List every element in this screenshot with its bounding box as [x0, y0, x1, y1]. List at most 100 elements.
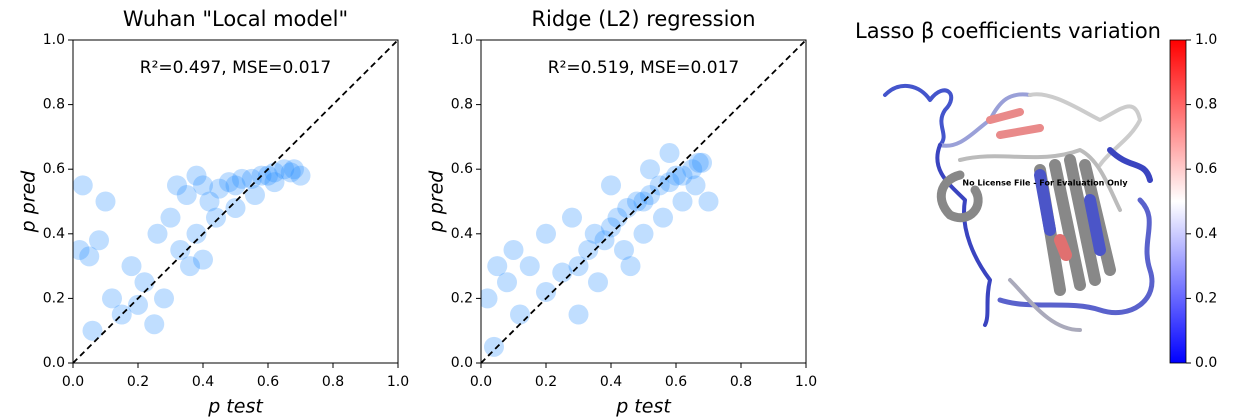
y-tick-label: 0.8 [451, 97, 473, 113]
point [134, 272, 155, 293]
point [588, 272, 608, 293]
point [536, 223, 556, 244]
annotation: R²=0.497, MSE=0.017 [140, 58, 331, 78]
colorbar-tick-label: 0.8 [1195, 97, 1217, 113]
chart-title: Ridge (L2) regression [531, 7, 755, 31]
point [601, 217, 621, 238]
y-tick-label: 1.0 [43, 32, 65, 48]
point [682, 159, 703, 180]
point [95, 191, 116, 212]
point [280, 162, 301, 183]
x-tick-label: 0.2 [535, 374, 557, 390]
x-tick-label: 0.8 [322, 374, 344, 390]
point [484, 336, 504, 357]
point [264, 172, 285, 193]
point [170, 239, 191, 260]
x-tick-label: 0.8 [730, 374, 752, 390]
point [284, 159, 304, 180]
point [167, 175, 187, 196]
point [186, 223, 207, 244]
point [128, 294, 148, 315]
point [659, 172, 680, 193]
colorbar-tick-label: 0.2 [1195, 290, 1217, 306]
x-tick-label: 1.0 [387, 374, 409, 390]
point [562, 207, 582, 228]
point [154, 288, 174, 309]
y-tick-label: 0.4 [451, 226, 473, 242]
point [258, 165, 278, 186]
point [640, 159, 660, 180]
point [614, 239, 634, 260]
point [584, 223, 605, 244]
point [607, 207, 628, 228]
point [79, 246, 100, 267]
x-tick-label: 0.0 [62, 374, 84, 390]
point [627, 191, 647, 212]
point [672, 191, 693, 212]
colorbar-tick-label: 1.0 [1195, 32, 1217, 48]
points [73, 159, 311, 341]
point [160, 207, 181, 228]
chart-title: Wuhan "Local model" [123, 7, 348, 31]
point [633, 223, 654, 244]
colorbar-tick-label: 0.0 [1195, 355, 1217, 371]
point [510, 304, 530, 325]
diagonal [72, 39, 399, 364]
y-tick-label: 0.0 [451, 355, 473, 371]
point [193, 175, 213, 196]
point [73, 239, 90, 260]
point [685, 175, 706, 196]
point [264, 162, 285, 183]
watermark: No License File - For Evaluation Only [962, 179, 1128, 188]
x-axis-label: p test [207, 396, 264, 418]
y-tick-label: 0.8 [43, 97, 65, 113]
point [225, 175, 246, 196]
annotation: R²=0.519, MSE=0.017 [548, 58, 739, 78]
colorbar-tick-label: 0.6 [1195, 161, 1217, 177]
point [176, 185, 197, 206]
point [672, 165, 693, 186]
point [487, 256, 508, 277]
x-tick-label: 0.6 [665, 374, 687, 390]
point [497, 272, 517, 293]
point [232, 168, 252, 189]
point [82, 320, 103, 341]
point [199, 191, 220, 212]
y-tick-label: 0.6 [43, 161, 65, 177]
points [481, 143, 719, 357]
point [290, 165, 311, 186]
point [578, 239, 599, 260]
point [225, 197, 246, 218]
point [245, 185, 265, 206]
point [193, 249, 213, 270]
y-tick-label: 0.0 [43, 355, 65, 371]
x-tick-label: 0.0 [470, 374, 492, 390]
chart-title: Lasso β coefficients variation [855, 19, 1161, 43]
point [241, 168, 262, 189]
point [121, 256, 142, 277]
point [206, 207, 226, 228]
y-tick-label: 0.6 [451, 161, 473, 177]
point [601, 175, 621, 196]
point [620, 256, 641, 277]
axes-frame [72, 39, 399, 364]
point [274, 159, 295, 180]
point [568, 304, 589, 325]
colorbar-tick-label: 0.4 [1195, 226, 1217, 242]
point [698, 191, 719, 212]
y-tick-label: 1.0 [451, 32, 473, 48]
x-tick-label: 0.6 [257, 374, 279, 390]
point [180, 256, 200, 277]
y-axis-label: p pred [18, 170, 40, 234]
point [659, 143, 680, 164]
x-tick-label: 0.4 [192, 374, 214, 390]
y-axis-label: p pred [426, 170, 448, 234]
y-tick-label: 0.2 [43, 290, 65, 306]
point [481, 288, 498, 309]
point [144, 314, 165, 335]
point [186, 165, 207, 186]
point [102, 288, 122, 309]
x-tick-label: 0.2 [127, 374, 149, 390]
x-tick-label: 1.0 [795, 374, 817, 390]
point [147, 223, 168, 244]
